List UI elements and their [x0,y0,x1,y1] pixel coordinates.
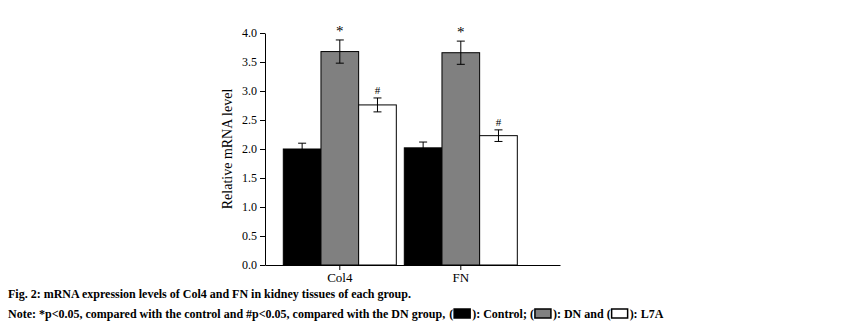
error-stem [377,98,378,112]
y-tick: 2.0 [242,142,265,156]
y-tick-label: 2.0 [242,142,257,156]
legend-swatch [535,309,551,318]
error-cap [494,129,502,130]
y-tick: 4.0 [242,26,265,40]
x-tick: Col4 [327,265,353,285]
error-cap [336,63,344,64]
y-tick-mark [260,91,265,92]
legend-punctuation: ( [530,307,534,321]
error-cap [298,143,306,144]
note: Note: *p<0.05, compared with the control… [8,307,445,321]
error-bar [298,143,306,155]
y-tick-label: 3.0 [242,84,257,98]
y-tick: 3.0 [242,84,265,98]
bar [359,105,397,265]
y-tick-mark [260,207,265,208]
error-stem [339,40,340,63]
y-tick-label: 0.5 [242,229,257,243]
chart-svg: * * # #0.0 0.5 1.0 1.5 2.0 2.5 3.0 3.5 4.0 Col4 FN Rel… [0,0,853,333]
chart-container: * * # #0.0 0.5 1.0 1.5 2.0 2.5 3.0 3.5 4.0 Col4 FN Rel… [0,0,853,333]
error-bar [419,142,427,154]
legend-punctuation: ): [630,307,641,321]
y-tick-mark [260,265,265,266]
y-tick-label: 2.5 [242,113,257,127]
x-tick-label: FN [452,270,469,285]
bars [283,40,517,265]
error-cap [419,142,427,143]
error-cap [373,111,381,112]
y-tick: 3.5 [242,55,265,69]
error-stem [498,130,499,142]
y-tick-mark [260,149,265,150]
bar [442,53,480,265]
legend-label: L7A [641,307,664,321]
legend-label: Control [483,307,523,321]
y-tick-label: 0.0 [242,258,257,272]
y-tick-mark [260,236,265,237]
legend-punctuation: ( [607,307,611,321]
error-cap [419,153,427,154]
y-tick: 2.5 [242,113,265,127]
y-tick: 1.5 [242,171,265,185]
error-cap [457,64,465,65]
x-tick: FN [452,265,469,285]
y-tick-mark [260,33,265,34]
error-cap [494,141,502,142]
y-tick: 1.0 [242,200,265,214]
y-tick-mark [260,62,265,63]
y-axis-title: Relative mRNA level [220,89,235,210]
error-stem [302,143,303,155]
bar [480,136,518,265]
bar [283,149,321,265]
x-tick-label: Col4 [327,270,353,285]
significance-mark: * [336,23,344,39]
error-cap [298,154,306,155]
error-bar [457,41,465,64]
y-tick-label: 3.5 [242,55,257,69]
error-cap [373,97,381,98]
legend-label: DN [564,307,582,321]
y-tick-mark [260,178,265,179]
y-tick: 0.0 [242,258,265,272]
legend-swatch [454,309,470,318]
series-group [321,40,480,265]
y-tick-mark [260,120,265,121]
error-stem [423,142,424,154]
y-axis-line [265,34,266,266]
error-cap [336,39,344,40]
caption: Fig. 2: mRNA expression levels of Col4 a… [8,287,411,301]
y-tick-label: 4.0 [242,26,257,40]
error-bar [494,130,502,142]
significance-mark: # [496,116,502,128]
bar [404,148,442,265]
y-tick-label: 1.5 [242,171,257,185]
significance-mark: # [375,84,381,96]
significance-mark: * [457,24,465,40]
y-tick-label: 1.0 [242,200,257,214]
y-axis: 0.0 0.5 1.0 1.5 2.0 2.5 3.0 3.5 4.0 [242,26,266,272]
y-tick: 0.5 [242,229,265,243]
legend-swatch [612,309,628,318]
error-stem [460,41,461,64]
series-group [359,98,518,265]
error-bar [336,40,344,63]
legend-punctuation: ): [553,307,564,321]
legend-punctuation: ( [449,307,453,321]
bar [321,52,359,265]
legend-punctuation: and [581,307,606,321]
legend: Note: *p<0.05, compared with the control… [8,307,664,321]
significance: * * # # [336,23,502,128]
legend-punctuation: ): [472,307,483,321]
x-axis: Col4 FN [266,265,561,285]
x-axis-line [266,265,561,266]
error-bar [373,98,381,112]
error-cap [457,41,465,42]
legend-punctuation: ; [523,307,530,321]
